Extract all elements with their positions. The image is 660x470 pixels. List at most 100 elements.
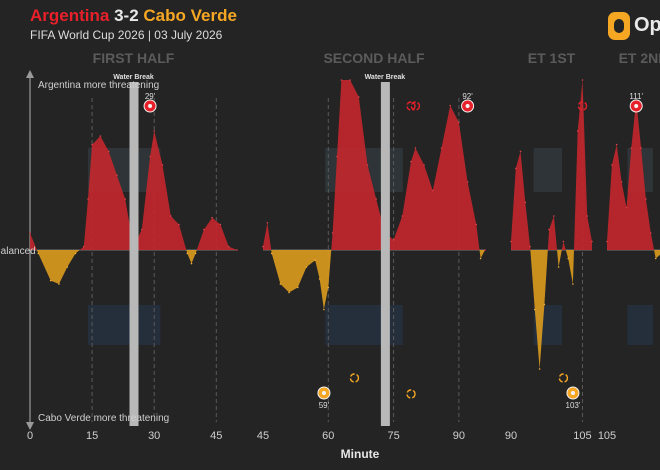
data-point xyxy=(297,286,299,289)
data-point xyxy=(74,252,77,255)
data-point xyxy=(87,198,89,200)
argentina-area-3 xyxy=(607,100,660,250)
data-point xyxy=(327,286,330,289)
data-point xyxy=(615,143,618,146)
goal-icon-center xyxy=(634,104,639,108)
water-break-bar xyxy=(129,82,139,426)
data-point xyxy=(534,308,536,311)
home-watermark-2 xyxy=(533,148,563,192)
data-point xyxy=(262,245,264,248)
data-point xyxy=(279,283,282,285)
data-point xyxy=(543,303,546,306)
data-point xyxy=(581,79,584,81)
data-point xyxy=(107,150,110,153)
y-axis-up-arrow xyxy=(26,70,34,78)
substitution-icon xyxy=(406,389,416,399)
data-point xyxy=(458,121,460,124)
y-top-label: Argentina more threatening xyxy=(38,80,159,91)
data-point xyxy=(586,215,588,217)
data-point xyxy=(349,79,351,81)
data-point xyxy=(178,223,180,226)
data-point xyxy=(305,266,308,268)
home-team-name: Argentina xyxy=(30,6,110,25)
data-point xyxy=(58,283,60,285)
period-title: ET 2ND xyxy=(619,50,660,66)
x-tick-label: 75 xyxy=(387,430,399,442)
goal-icon-center xyxy=(148,104,153,108)
data-point xyxy=(449,104,452,107)
match-title: Argentina 3-2 Cabo Verde xyxy=(30,6,237,26)
data-point xyxy=(510,240,512,243)
data-point xyxy=(640,147,642,149)
data-point xyxy=(153,130,155,132)
data-point xyxy=(236,249,238,251)
x-tick-label: 60 xyxy=(322,430,334,442)
data-point xyxy=(203,228,205,231)
y-bottom-label: Cabo Verde more threatening xyxy=(38,413,169,424)
data-point xyxy=(99,135,102,137)
data-point xyxy=(116,174,118,176)
data-point xyxy=(606,240,608,243)
data-point xyxy=(227,245,230,248)
data-point xyxy=(567,257,569,260)
opta-logo: Op xyxy=(600,10,660,44)
data-point xyxy=(654,257,657,260)
water-break-label: Water Break xyxy=(113,74,154,81)
data-point xyxy=(314,259,317,262)
away-watermark-3 xyxy=(627,305,653,345)
caboverde-area-3 xyxy=(607,250,660,259)
data-point xyxy=(186,252,189,255)
data-point xyxy=(440,147,443,149)
y-mid-label: Balanced xyxy=(0,246,36,257)
goal-icon-center xyxy=(465,104,470,108)
data-point xyxy=(553,215,555,217)
score: 3-2 xyxy=(114,6,139,25)
x-tick-label: 0 xyxy=(27,430,33,442)
data-point xyxy=(475,223,478,226)
data-point xyxy=(591,240,593,243)
data-point xyxy=(515,167,517,170)
caboverde-area-1 xyxy=(263,250,485,310)
x-tick-label: 15 xyxy=(86,430,98,442)
data-point xyxy=(29,232,31,234)
substitution-icon xyxy=(406,101,416,111)
data-point xyxy=(524,201,527,204)
goal-minute-label: 103' xyxy=(566,401,581,410)
data-point xyxy=(466,181,469,183)
data-point xyxy=(620,181,623,183)
data-point xyxy=(375,198,378,200)
data-point xyxy=(401,215,404,217)
data-point xyxy=(414,147,417,149)
data-point xyxy=(366,164,369,166)
period-title: FIRST HALF xyxy=(93,50,175,66)
data-point xyxy=(91,143,93,146)
argentina-area-0 xyxy=(30,131,237,250)
data-point xyxy=(625,206,628,209)
data-point xyxy=(423,164,425,166)
data-point xyxy=(161,164,164,166)
data-point xyxy=(288,291,290,294)
goal-icon-center xyxy=(570,391,575,395)
data-point xyxy=(318,278,321,280)
data-point xyxy=(548,228,550,231)
data-point xyxy=(270,252,273,255)
data-point xyxy=(519,150,522,153)
substitution-icon xyxy=(349,373,360,383)
goal-icon-center xyxy=(321,391,326,395)
data-point xyxy=(66,266,69,268)
argentina-area-2 xyxy=(511,80,592,250)
x-tick-label: 30 xyxy=(148,430,160,442)
away-watermark-0 xyxy=(87,305,161,345)
data-point xyxy=(194,252,197,255)
opta-logo-icon xyxy=(608,12,630,40)
data-point xyxy=(211,216,213,219)
y-axis-down-arrow xyxy=(26,422,34,430)
away-team-name: Cabo Verde xyxy=(143,6,237,25)
x-axis-label: Minute xyxy=(341,447,380,461)
data-point xyxy=(650,232,652,234)
x-tick-label: 105 xyxy=(573,430,591,442)
period-title: SECOND HALF xyxy=(323,50,425,66)
data-point xyxy=(219,223,222,226)
data-point xyxy=(190,262,193,265)
